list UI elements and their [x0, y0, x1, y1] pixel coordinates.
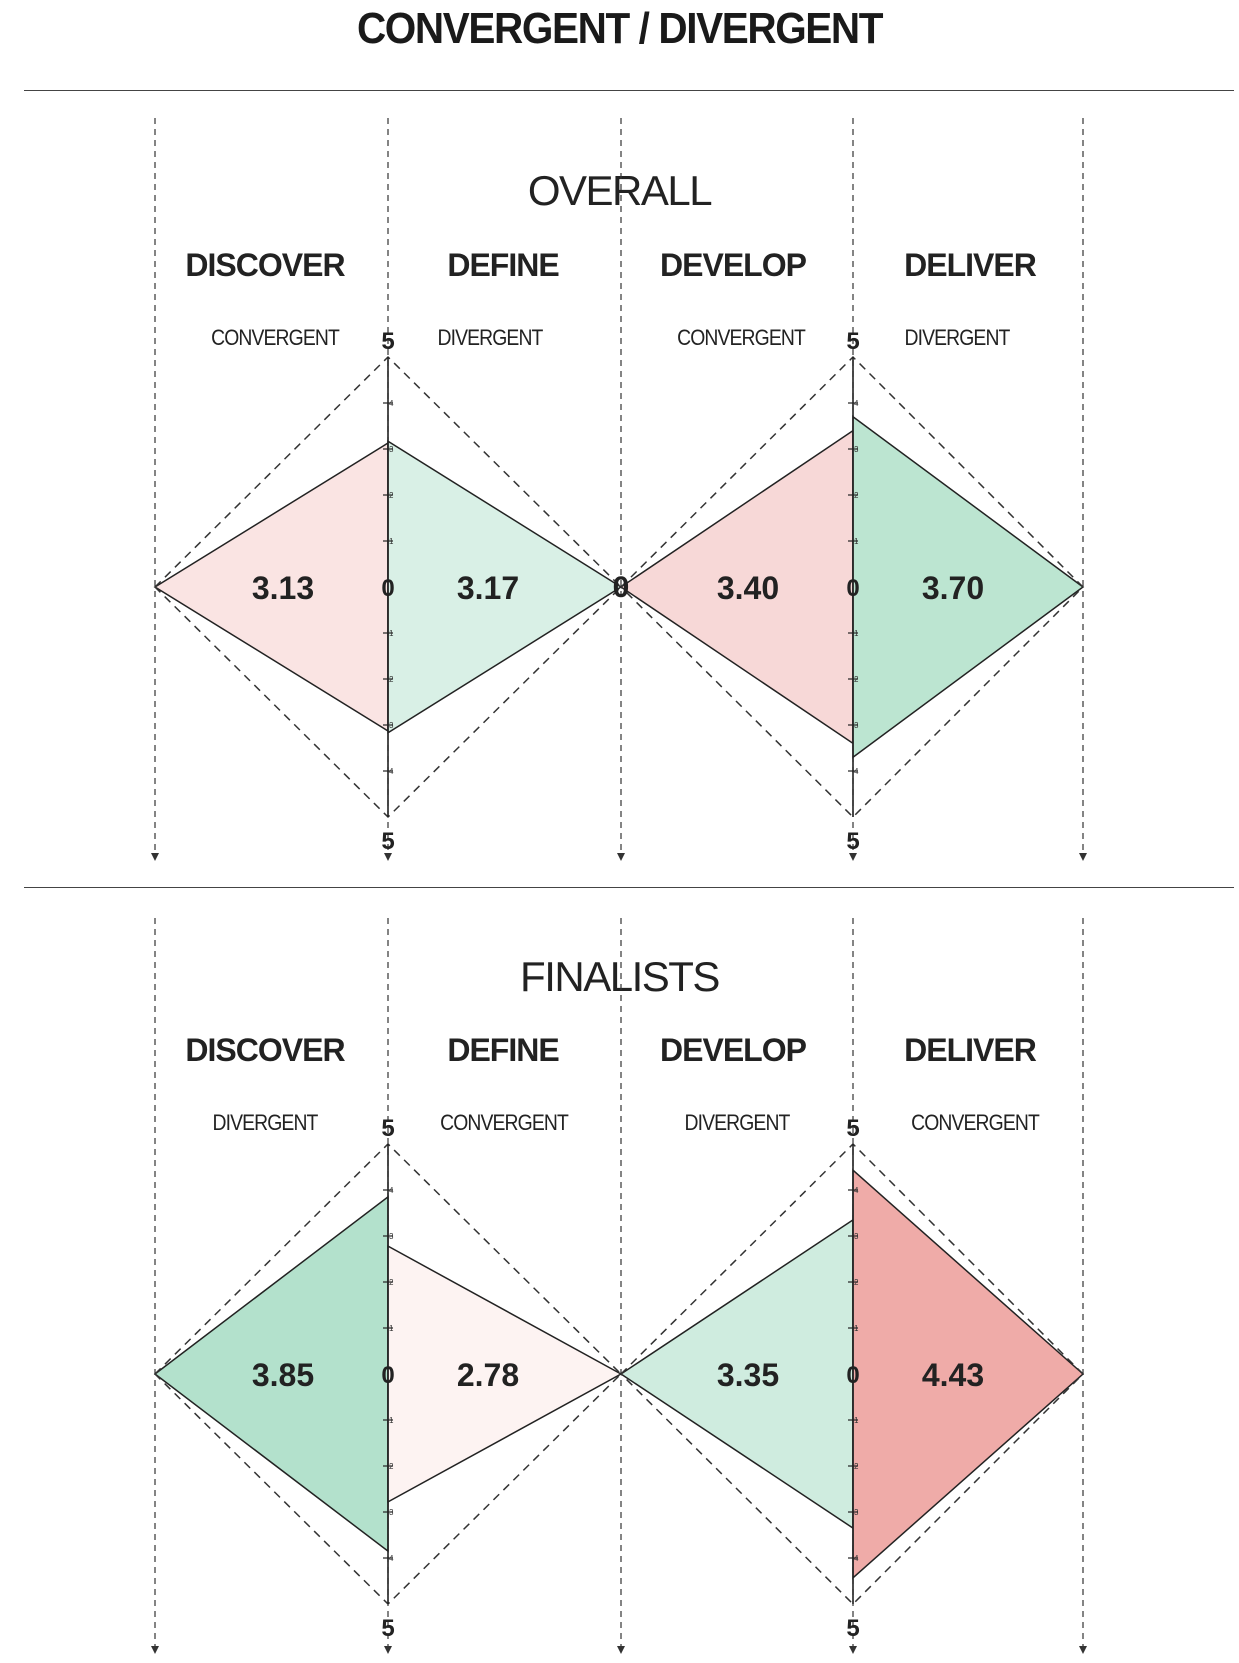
scale-tick-label: 1	[854, 1416, 859, 1425]
phase-label-define: DEFINE	[447, 1032, 559, 1068]
scale-max-top-label: 5	[381, 1115, 394, 1142]
phase-value-label: 3.35	[717, 1357, 779, 1393]
phase-label-discover: DISCOVER	[185, 1032, 345, 1068]
mode-label-discover: CONVERGENT	[211, 325, 340, 350]
phase-value-label: 3.70	[922, 570, 984, 606]
axis-arrow-icon	[151, 853, 159, 861]
scale-tick-label: 4	[389, 1554, 394, 1563]
phase-label-define: DEFINE	[447, 247, 559, 283]
scale-tick-label: 1	[854, 537, 859, 546]
axis-arrow-icon	[617, 1646, 625, 1654]
scale-tick-label: 3	[389, 445, 394, 454]
scale-tick-label: 3	[854, 1232, 859, 1241]
scale-max-bottom-label: 5	[381, 1615, 394, 1642]
mode-label-develop: CONVERGENT	[677, 325, 806, 350]
scale-tick-label: 2	[389, 1278, 394, 1287]
divider-top	[24, 90, 1234, 91]
scale-center-label: 0	[846, 1362, 859, 1389]
phase-value-label: 4.43	[922, 1357, 984, 1393]
mode-label-develop: DIVERGENT	[684, 1110, 790, 1135]
scale-tick-label: 2	[854, 675, 859, 684]
phase-label-deliver: DELIVER	[904, 247, 1037, 283]
scale-tick-label: 2	[854, 491, 859, 500]
scale-tick-label: 4	[389, 767, 394, 776]
axis-arrow-icon	[1079, 853, 1087, 861]
mode-label-discover: DIVERGENT	[212, 1110, 318, 1135]
divider-middle	[24, 887, 1234, 888]
scale-tick-label: 2	[389, 491, 394, 500]
scale-tick-label: 3	[389, 721, 394, 730]
page-title: CONVERGENT / DIVERGENT	[356, 4, 884, 53]
axis-arrow-icon	[384, 853, 392, 861]
scale-tick-label: 3	[854, 445, 859, 454]
axis-arrow-icon	[1079, 1646, 1087, 1654]
scale-tick-label: 3	[389, 1508, 394, 1517]
phase-label-develop: DEVELOP	[660, 247, 807, 283]
scale-max-bottom-label: 5	[381, 828, 394, 855]
scale-max-bottom-label: 5	[846, 828, 859, 855]
axis-arrow-icon	[617, 853, 625, 861]
scale-tick-label: 2	[854, 1278, 859, 1287]
scale-tick-label: 1	[389, 1416, 394, 1425]
phase-label-develop: DEVELOP	[660, 1032, 807, 1068]
scale-center-label: 0	[381, 1362, 394, 1389]
mode-label-deliver: DIVERGENT	[904, 325, 1010, 350]
scale-tick-label: 1	[389, 537, 394, 546]
max-diamond-outline	[619, 355, 1085, 819]
scale-max-top-label: 5	[381, 328, 394, 355]
scale-tick-label: 3	[854, 1508, 859, 1517]
scale-tick-label: 1	[854, 629, 859, 638]
scale-max-bottom-label: 5	[846, 1615, 859, 1642]
scale-tick-label: 4	[854, 1186, 859, 1195]
scale-tick-label: 1	[854, 1324, 859, 1333]
section-title-overall: OVERALL	[527, 167, 713, 214]
scale-max-top-label: 5	[846, 1115, 859, 1142]
scale-tick-label: 4	[854, 399, 859, 408]
scale-tick-label: 2	[389, 675, 394, 684]
mode-label-deliver: CONVERGENT	[911, 1110, 1040, 1135]
section-title-finalists: FINALISTS	[520, 953, 720, 1000]
axis-arrow-icon	[849, 1646, 857, 1654]
scale-tick-label: 4	[389, 1186, 394, 1195]
scale-tick-label: 4	[389, 399, 394, 408]
scale-tick-label: 1	[389, 629, 394, 638]
scale-tick-label: 4	[854, 767, 859, 776]
axis-arrow-icon	[849, 853, 857, 861]
phase-label-deliver: DELIVER	[904, 1032, 1037, 1068]
phase-value-label: 3.17	[457, 570, 519, 606]
scale-tick-label: 2	[854, 1462, 859, 1471]
axis-arrow-icon	[384, 1646, 392, 1654]
scale-tick-label: 2	[389, 1462, 394, 1471]
scale-tick-label: 3	[389, 1232, 394, 1241]
center-vertex-label: 0	[613, 571, 630, 604]
scale-tick-label: 3	[854, 721, 859, 730]
scale-tick-label: 4	[854, 1554, 859, 1563]
scale-center-label: 0	[846, 575, 859, 602]
max-diamond-outline	[619, 1142, 1085, 1606]
scale-center-label: 0	[381, 575, 394, 602]
phase-value-label: 3.40	[717, 570, 779, 606]
phase-value-label: 3.13	[252, 570, 314, 606]
phase-value-label: 3.85	[252, 1357, 314, 1393]
mode-label-define: DIVERGENT	[437, 325, 543, 350]
scale-tick-label: 1	[389, 1324, 394, 1333]
mode-label-define: CONVERGENT	[440, 1110, 569, 1135]
axis-arrow-icon	[151, 1646, 159, 1654]
phase-value-label: 2.78	[457, 1357, 519, 1393]
scale-max-top-label: 5	[846, 328, 859, 355]
phase-label-discover: DISCOVER	[185, 247, 345, 283]
